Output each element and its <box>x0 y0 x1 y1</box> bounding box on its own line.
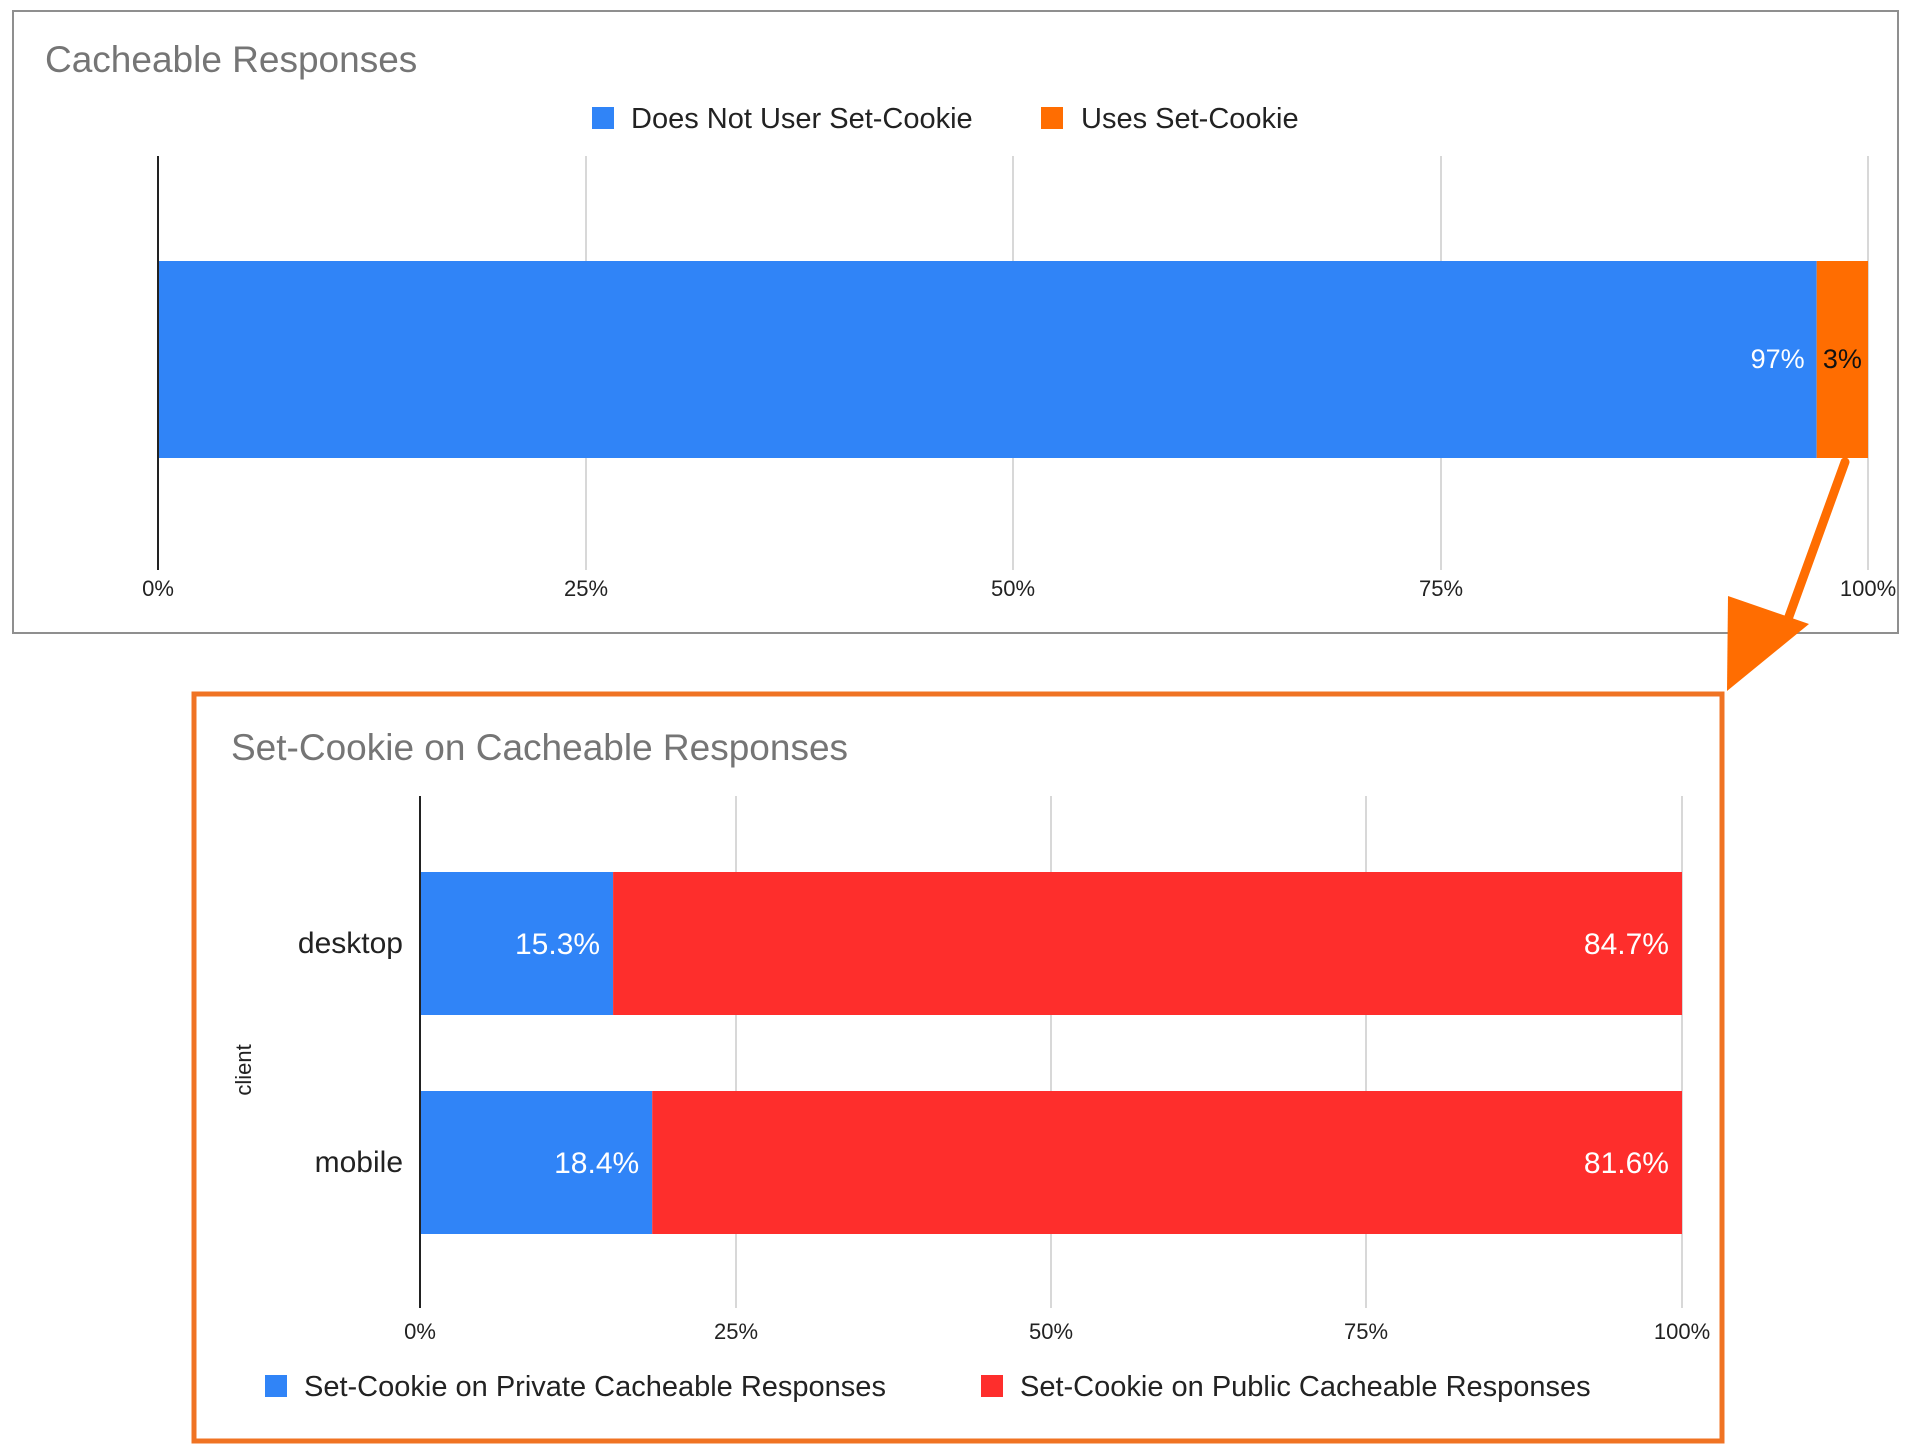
bottom-bar-desktop-private <box>420 872 614 1015</box>
bottom-legend-label-1: Set-Cookie on Public Cacheable Responses <box>1020 1371 1591 1403</box>
top-legend-swatch-1 <box>1041 107 1063 129</box>
bottom-y-axis-title: client <box>231 1044 256 1095</box>
top-legend-item-0: Does Not User Set-Cookie <box>592 103 973 135</box>
bottom-legend-swatch-0 <box>265 1375 287 1397</box>
bottom-category-label-desktop: desktop <box>298 927 403 960</box>
top-bar-segment-uses-set-cookie <box>1816 261 1868 458</box>
callout-arrow-head <box>1727 596 1809 691</box>
top-chart-legend: Does Not User Set-Cookie Uses Set-Cookie <box>592 103 1299 135</box>
top-chart-title: Cacheable Responses <box>45 39 417 80</box>
bottom-chart-highlight-frame <box>191 691 1725 1444</box>
top-x-tick-label-3: 75% <box>1419 576 1463 601</box>
top-bar-label-uses-set-cookie: 3% <box>1823 344 1862 374</box>
top-chart: Cacheable Responses Does Not User Set-Co… <box>12 10 1899 634</box>
bottom-legend-swatch-1 <box>981 1375 1003 1397</box>
bottom-chart-title: Set-Cookie on Cacheable Responses <box>231 727 848 768</box>
callout-arrow-shaft <box>1782 457 1850 627</box>
top-legend-label-0: Does Not User Set-Cookie <box>631 103 973 135</box>
top-chart-x-axis-ticks: 0% 25% 50% 75% 100% <box>142 576 1896 601</box>
bottom-bar-mobile-public <box>652 1091 1682 1234</box>
bottom-x-tick-label-2: 50% <box>1029 1319 1073 1344</box>
bottom-x-tick-label-3: 75% <box>1344 1319 1388 1344</box>
bottom-bar-label-desktop-private: 15.3% <box>515 928 600 961</box>
bottom-bar-label-desktop-public: 84.7% <box>1584 928 1669 961</box>
bottom-category-label-mobile: mobile <box>315 1146 403 1179</box>
bottom-x-tick-label-4: 100% <box>1654 1319 1710 1344</box>
callout-arrow <box>1727 457 1850 691</box>
top-x-tick-label-0: 0% <box>142 576 174 601</box>
bottom-chart-x-axis-ticks: 0% 25% 50% 75% 100% <box>404 1319 1710 1344</box>
top-legend-label-1: Uses Set-Cookie <box>1081 103 1299 135</box>
bottom-bar-label-mobile-private: 18.4% <box>554 1147 639 1180</box>
bottom-bar-mobile-private <box>420 1091 653 1234</box>
bottom-chart-legend: Set-Cookie on Private Cacheable Response… <box>265 1371 1591 1403</box>
top-bar-segment-does-not-use-set-cookie <box>158 261 1817 458</box>
top-legend-swatch-0 <box>592 107 614 129</box>
top-bar-label-does-not-use-set-cookie: 97% <box>1751 344 1805 374</box>
bottom-legend-label-0: Set-Cookie on Private Cacheable Response… <box>304 1371 886 1403</box>
bottom-bar-label-mobile-public: 81.6% <box>1584 1147 1669 1180</box>
top-x-tick-label-4: 100% <box>1840 576 1896 601</box>
bottom-chart: Set-Cookie on Cacheable Responses 15.3% … <box>191 691 1725 1444</box>
bottom-legend-item-0: Set-Cookie on Private Cacheable Response… <box>265 1371 886 1403</box>
top-legend-item-1: Uses Set-Cookie <box>1041 103 1299 135</box>
bottom-x-tick-label-1: 25% <box>714 1319 758 1344</box>
top-x-tick-label-1: 25% <box>564 576 608 601</box>
top-x-tick-label-2: 50% <box>991 576 1035 601</box>
bottom-x-tick-label-0: 0% <box>404 1319 436 1344</box>
bottom-legend-item-1: Set-Cookie on Public Cacheable Responses <box>981 1371 1591 1403</box>
bottom-bar-desktop-public <box>613 872 1683 1015</box>
